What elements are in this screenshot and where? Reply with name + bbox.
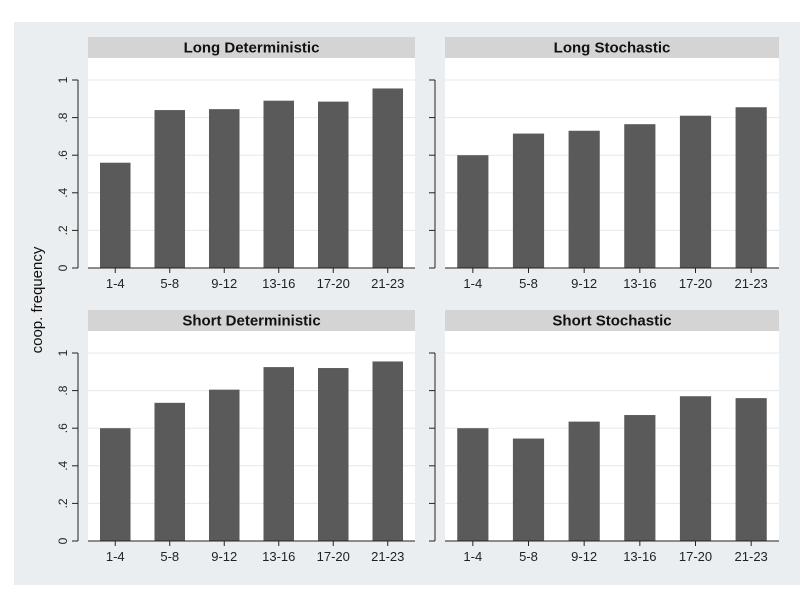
- x-tick-label: 1-4: [106, 276, 125, 291]
- x-tick-label: 5-8: [160, 549, 179, 564]
- x-tick-label: 17-20: [317, 276, 350, 291]
- x-tick-label: 1-4: [463, 276, 482, 291]
- plot-area: [88, 58, 415, 268]
- plot-area: [88, 331, 415, 541]
- panel-title-band: [445, 37, 779, 58]
- panel-title-band: [445, 310, 779, 331]
- y-tick-label: .2: [56, 225, 70, 235]
- x-tick-label: 13-16: [623, 549, 656, 564]
- x-tick-label: 5-8: [519, 549, 538, 564]
- bar-13-16: [624, 415, 656, 541]
- bar-1-4: [457, 155, 489, 268]
- y-tick-label: 0: [56, 537, 70, 544]
- panel-2: Long Stochastic 1-4 5-8 9-12 13-16 17-20 21-23: [429, 37, 779, 291]
- y-tick-label: .2: [56, 498, 70, 508]
- x-tick-label: 1-4: [463, 549, 482, 564]
- bar-17-20: [317, 101, 349, 269]
- bar-1-4: [99, 162, 131, 268]
- bar-13-16: [263, 100, 295, 269]
- bar-1-4: [99, 428, 131, 541]
- x-tick-label: 13-16: [262, 549, 295, 564]
- panel-1: Long Deterministic 0 .2 .4 .6 .8 1 1-4 5-8 9-12 13…: [56, 37, 415, 291]
- x-tick-label: 21-23: [371, 549, 404, 564]
- x-tick-label: 13-16: [623, 276, 656, 291]
- y-tick-label: .8: [56, 385, 70, 395]
- bar-17-20: [317, 368, 349, 541]
- panel-3: Short Deterministic 0 .2 .4 .6 .8 1 1-4 5-8 9-12 1…: [56, 310, 415, 564]
- bar-5-8: [512, 438, 545, 541]
- y-tick-label: .4: [56, 460, 70, 470]
- x-tick-label: 9-12: [571, 549, 597, 564]
- y-axis-label: coop. frequency: [29, 246, 46, 353]
- bar-5-8: [512, 133, 545, 268]
- bar-17-20: [679, 115, 712, 268]
- x-tick-label: 13-16: [262, 276, 295, 291]
- bar-5-8: [154, 110, 186, 268]
- plot-area: [445, 58, 779, 268]
- bar-17-20: [679, 396, 712, 541]
- panels: Long Deterministic 0 .2 .4 .6 .8 1 1-4 5-8 9-12 13…: [56, 37, 779, 564]
- x-tick-label: 9-12: [211, 549, 237, 564]
- x-tick-label: 5-8: [519, 276, 538, 291]
- bar-21-23: [372, 88, 404, 269]
- y-tick-label: 1: [56, 349, 70, 356]
- x-tick-label: 17-20: [317, 549, 350, 564]
- panel-title: Short Deterministic: [182, 313, 320, 330]
- bar-9-12: [568, 130, 600, 268]
- panel-title-band: [88, 37, 415, 58]
- panel-title-band: [88, 310, 415, 331]
- y-tick-label: .8: [56, 112, 70, 122]
- bar-9-12: [208, 389, 240, 541]
- bar-13-16: [263, 367, 295, 541]
- panel-title: Long Stochastic: [554, 40, 671, 57]
- panel-title: Short Stochastic: [552, 313, 671, 330]
- bar-21-23: [372, 361, 404, 541]
- x-tick-label: 9-12: [211, 276, 237, 291]
- bar-5-8: [154, 402, 186, 541]
- y-tick-label: 0: [56, 264, 70, 271]
- bar-1-4: [457, 428, 489, 541]
- panel-4: Short Stochastic 1-4 5-8 9-12 13-16 17-20 21-2…: [429, 310, 779, 564]
- x-tick-label: 1-4: [106, 549, 125, 564]
- bar-9-12: [568, 421, 600, 541]
- bar-13-16: [624, 124, 656, 269]
- bar-21-23: [735, 107, 767, 268]
- x-tick-label: 21-23: [735, 276, 768, 291]
- bar-9-12: [208, 109, 240, 268]
- x-tick-label: 21-23: [371, 276, 404, 291]
- x-tick-label: 21-23: [735, 549, 768, 564]
- panel-title: Long Deterministic: [184, 40, 320, 57]
- y-tick-label: .4: [56, 187, 70, 197]
- plot-area: [445, 331, 779, 541]
- x-tick-label: 17-20: [679, 549, 712, 564]
- y-tick-label: .6: [56, 423, 70, 433]
- x-tick-label: 17-20: [679, 276, 712, 291]
- bar-21-23: [735, 398, 767, 541]
- y-tick-label: 1: [56, 76, 70, 83]
- x-tick-label: 5-8: [160, 276, 179, 291]
- y-tick-label: .6: [56, 150, 70, 160]
- x-tick-label: 9-12: [571, 276, 597, 291]
